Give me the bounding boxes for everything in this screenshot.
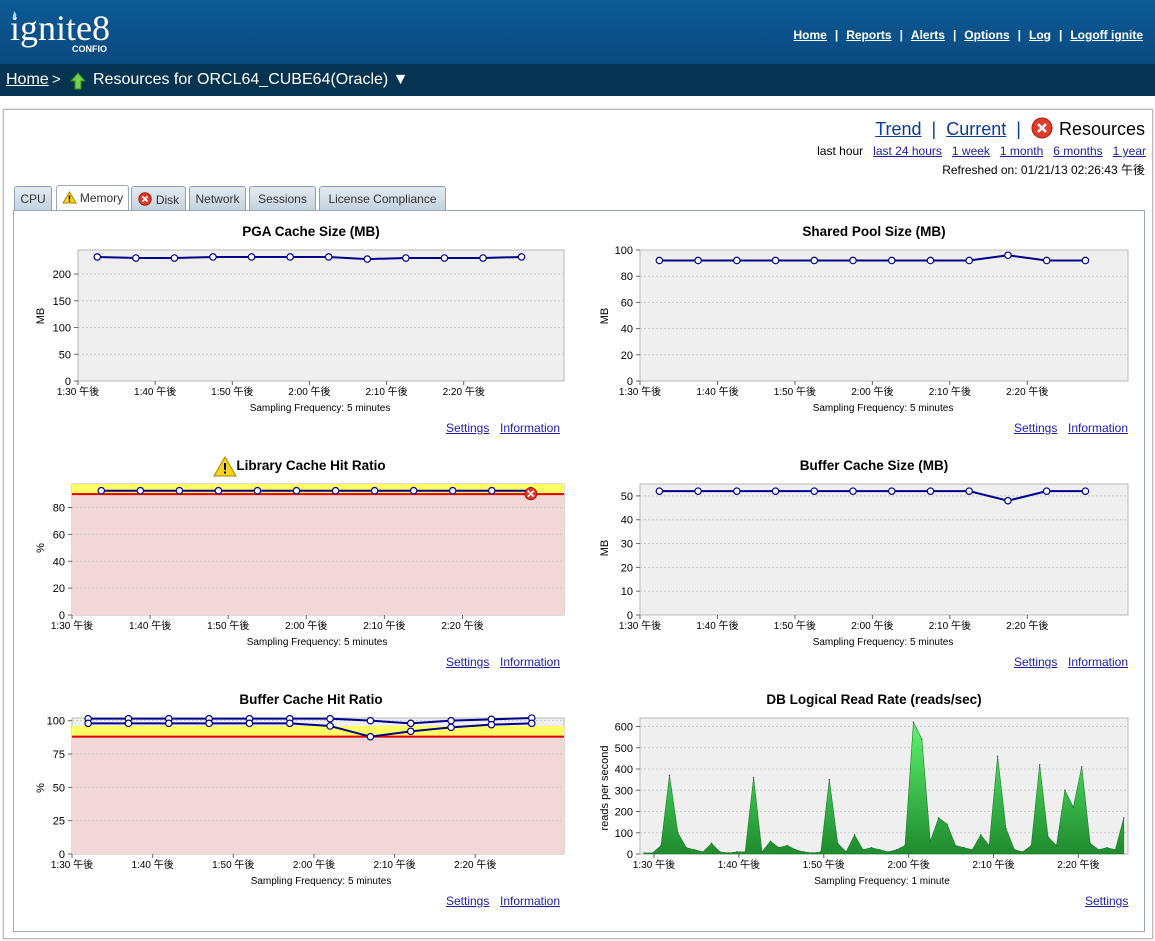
settings-link[interactable]: Settings — [1014, 655, 1058, 669]
tab-cpu[interactable]: CPU — [14, 186, 52, 210]
settings-link[interactable]: Settings — [1085, 894, 1129, 908]
information-link[interactable]: Information — [500, 894, 561, 908]
nav-separator: | — [834, 28, 839, 42]
up-arrow-icon — [70, 72, 86, 90]
ignite8-logo[interactable]: ignite8 CONFIO — [10, 6, 130, 63]
resources-label: Resources — [1058, 119, 1145, 139]
critical-icon — [1031, 117, 1053, 139]
settings-link[interactable]: Settings — [446, 894, 490, 908]
information-link[interactable]: Information — [1068, 421, 1129, 435]
range-link-1-year[interactable]: 1 year — [1112, 144, 1146, 158]
nav-link-home[interactable]: Home — [793, 28, 827, 42]
nav-link-alerts[interactable]: Alerts — [910, 28, 945, 42]
top-navigation: Home | Reports | Alerts | Options | Log | Logoff i… — [794, 28, 1143, 42]
settings-link[interactable]: Settings — [446, 655, 490, 669]
breadcrumb-separator: > — [52, 71, 61, 88]
range-link-1-month[interactable]: 1 month — [999, 144, 1044, 158]
refreshed-timestamp: Refreshed on: 01/21/13 02:26:43 午後 — [942, 163, 1145, 177]
current-link[interactable]: Current — [946, 119, 1007, 139]
tab-label: Memory — [79, 191, 124, 205]
tab-label: Network — [195, 192, 240, 206]
nav-separator: | — [952, 28, 957, 42]
logo-graphic: ignite8 CONFIO — [10, 8, 110, 54]
nav-separator: | — [1017, 28, 1021, 42]
breadcrumb-home-link[interactable]: Home — [6, 71, 49, 88]
warning-icon — [61, 191, 77, 204]
flame-icon — [12, 11, 17, 20]
nav-link-log[interactable]: Log — [1028, 28, 1051, 42]
tab-label: License Compliance — [328, 192, 437, 206]
separator: | — [1016, 119, 1021, 139]
top-header: ignite8 CONFIO Home | Reports | Alerts | Optio… — [0, 0, 1155, 64]
range-selected: last hour — [817, 144, 864, 158]
tab-license-compliance[interactable]: License Compliance — [319, 186, 446, 210]
settings-link[interactable]: Settings — [446, 421, 490, 435]
tab-disk[interactable]: Disk — [131, 186, 186, 210]
view-mode-switcher: Trend | Current | Resources — [875, 117, 1145, 140]
range-link-6-months[interactable]: 6 months — [1053, 144, 1103, 158]
information-link[interactable]: Information — [1068, 655, 1129, 669]
breadcrumb-bar: Home > Resources for ORCL64_CUBE64(Oracl… — [0, 64, 1155, 96]
logo-subtext: CONFIO — [72, 44, 107, 54]
breadcrumb-title-dropdown[interactable]: Resources for ORCL64_CUBE64(Oracle) ▼ — [93, 71, 409, 88]
nav-link-logoff-ignite[interactable]: Logoff ignite — [1070, 28, 1143, 42]
tab-memory[interactable]: Memory — [56, 185, 129, 211]
tab-label: Disk — [155, 193, 180, 207]
range-link-1-week[interactable]: 1 week — [951, 144, 990, 158]
time-range-selector: last hour last 24 hours 1 week 1 month 6 mon… — [817, 144, 1146, 158]
logo-text: ignite8 — [10, 8, 110, 48]
tab-label: CPU — [20, 192, 46, 206]
critical-icon — [138, 192, 152, 206]
separator: | — [931, 119, 937, 139]
information-link[interactable]: Information — [500, 421, 561, 435]
memory-tab-content — [13, 210, 1145, 932]
tab-label: Sessions — [258, 192, 307, 206]
tab-sessions[interactable]: Sessions — [249, 186, 316, 210]
nav-link-reports[interactable]: Reports — [846, 28, 892, 42]
range-link-last-24-hours[interactable]: last 24 hours — [873, 144, 942, 158]
trend-link[interactable]: Trend — [875, 119, 922, 139]
tab-network[interactable]: Network — [189, 186, 246, 210]
nav-separator: | — [899, 28, 903, 42]
settings-link[interactable]: Settings — [1014, 421, 1058, 435]
information-link[interactable]: Information — [500, 655, 561, 669]
nav-separator: | — [1058, 28, 1063, 42]
nav-link-options[interactable]: Options — [964, 28, 1010, 42]
